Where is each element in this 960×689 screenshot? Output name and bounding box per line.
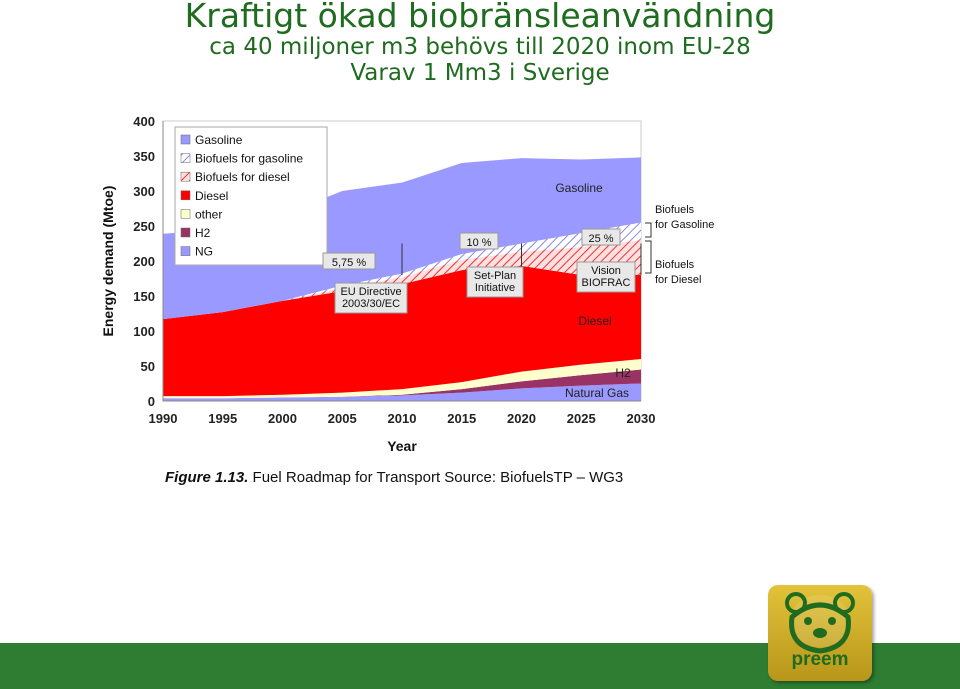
annotation-text-line: 2003/30/EC [342,298,400,310]
legend-swatch [180,134,191,145]
legend-label: other [195,207,222,221]
x-tick-label: 2005 [328,411,357,426]
x-axis-label: Year [387,438,417,454]
legend-swatch [180,153,191,163]
side-label-biofuels-gasoline: Biofuels [655,204,695,216]
legend-swatch [180,227,191,238]
bracket-biofuels-gasoline [645,222,652,238]
annotation-text-box [466,266,524,298]
legend-swatch [180,209,191,219]
y-tick-label: 150 [133,289,155,304]
annotation-percent-box [581,228,621,246]
x-tick-label: 1995 [208,411,237,426]
slide-title: Kraftigt ökad biobränsleanvändning [184,0,776,35]
area-label-gasoline: Gasoline [555,181,603,195]
x-tick-label: 1990 [149,411,178,426]
annotation-percent-box [322,252,376,270]
area-h2 [163,369,641,399]
y-tick-label: 100 [133,324,155,339]
legend-swatch [180,246,191,256]
annotation-text-box [334,282,408,314]
y-tick-label: 250 [133,219,155,234]
y-axis-label: Energy demand (Mtoe) [100,186,116,337]
caption-text: Fuel Roadmap for Transport Source: Biofu… [252,469,624,486]
x-tick-label: 2015 [447,411,476,426]
bear-icon [785,592,855,654]
legend-swatch [180,190,191,201]
y-tick-label: 350 [133,149,155,164]
area-label-natural-gas: Natural Gas [565,386,629,400]
legend-label: Diesel [195,189,228,203]
x-tick-label: 2020 [507,411,536,426]
area-ng [163,383,641,401]
annotation-text-line: EU Directive [340,286,401,298]
caption-figure-number: Figure 1.13. [165,469,249,486]
logo-wordmark: preem [791,649,849,670]
area-gasoline [163,157,641,320]
legend-label: Biofuels for diesel [195,170,290,184]
area-label-diesel: Diesel [578,314,611,328]
legend-box [174,126,328,266]
annotation-percent-label: 5,75 % [332,257,366,269]
annotation-text-line: Set-Plan [474,270,516,282]
side-label-biofuels-gasoline: for Gasoline [655,219,714,231]
figure-caption: Figure 1.13. Fuel Roadmap for Transport … [165,469,623,486]
annotation-text-box [576,261,636,293]
annotation-text-line: Vision [591,265,621,277]
slide-subtitle: ca 40 miljoner m3 behövs till 2020 inom … [209,34,751,60]
legend-swatch [180,171,191,182]
y-tick-label: 0 [148,394,155,409]
y-tick-label: 400 [133,114,155,129]
x-tick-label: 2000 [268,411,297,426]
y-tick-label: 200 [133,254,155,269]
side-label-biofuels-diesel: for Diesel [655,274,701,286]
y-tick-label: 50 [141,359,155,374]
area-diesel [163,265,641,397]
annotation-percent-label: 25 % [588,233,613,245]
legend-label: NG [195,245,213,259]
legend-label: Gasoline [195,133,243,147]
annotation-text-line: Initiative [475,282,515,294]
side-label-biofuels-diesel: Biofuels [655,259,695,271]
bracket-biofuels-diesel [645,240,652,274]
area-other [163,359,641,399]
area-label-h2: H2 [615,366,631,380]
legend-label: Biofuels for gasoline [195,152,303,166]
annotation-percent-box [459,232,499,250]
annotation-text-line: BIOFRAC [582,277,631,289]
x-tick-label: 2030 [627,411,656,426]
y-tick-label: 300 [133,184,155,199]
annotation-percent-label: 10 % [466,237,491,249]
slide-subtitle-sweden: Varav 1 Mm3 i Sverige [350,60,610,86]
fuel-roadmap-chart: 0 50 100 150 200 250 300 350 400 1990 1995 2000 2005… [100,114,714,454]
preem-logo: preem [768,585,872,681]
x-tick-label: 2025 [567,411,596,426]
legend-label: H2 [195,226,211,240]
x-tick-label: 2010 [388,411,417,426]
